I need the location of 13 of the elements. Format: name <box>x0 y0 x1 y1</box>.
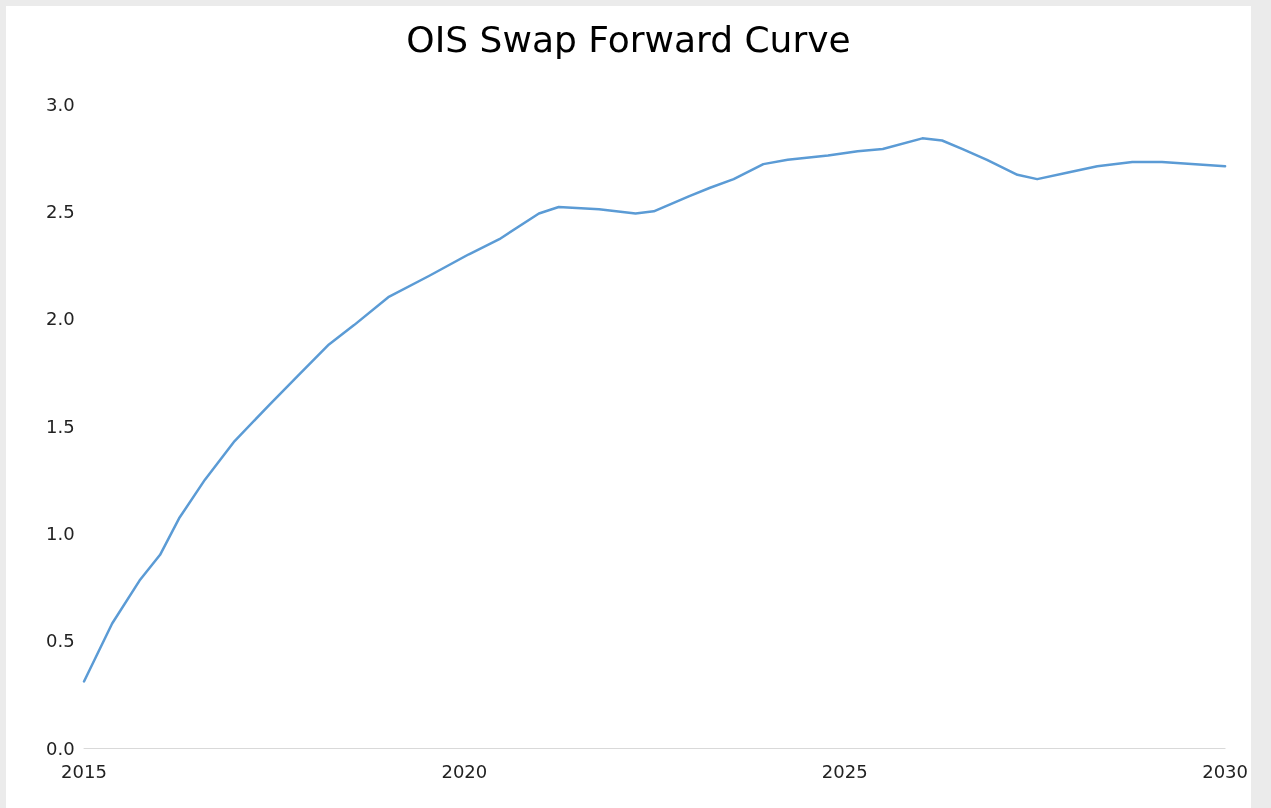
y-tick-label: 2.0 <box>46 308 75 330</box>
y-tick-label: 1.0 <box>46 522 75 544</box>
x-tick-label: 2025 <box>821 760 868 782</box>
x-tick-label: 2030 <box>1202 760 1248 782</box>
y-tick-label: 0.0 <box>46 737 75 759</box>
x-tick-label: 2015 <box>61 760 107 782</box>
x-tick-label: 2020 <box>441 760 488 782</box>
y-tick-label: 3.0 <box>46 93 75 115</box>
y-tick-label: 1.5 <box>46 415 75 437</box>
chart-title: OIS Swap Forward Curve <box>406 18 851 60</box>
y-tick-label: 0.5 <box>46 630 75 652</box>
line-series <box>82 137 1227 683</box>
y-tick-label: 2.5 <box>46 200 75 222</box>
